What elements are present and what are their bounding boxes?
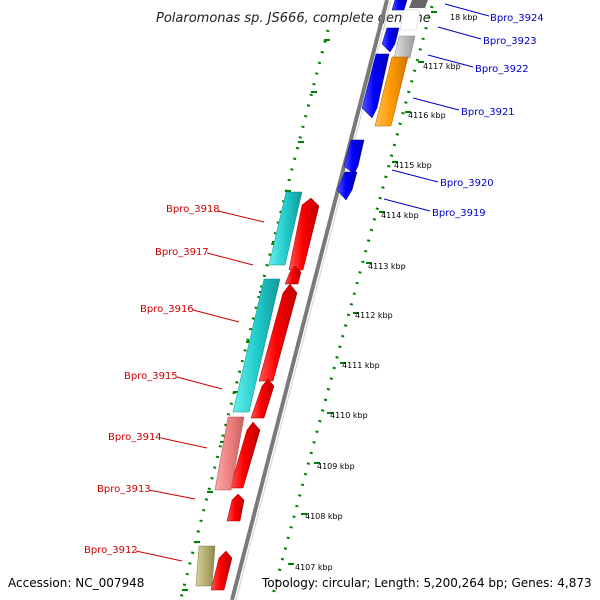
gene-arrow-bpro-3913[interactable]: [226, 493, 245, 522]
leader-line: [383, 198, 431, 212]
gene-label-bpro-3919[interactable]: Bpro_3919: [432, 208, 486, 219]
accession-text: Accession: NC_007948: [8, 576, 144, 590]
leader-line: [176, 376, 223, 390]
cog-box-bpro-3918[interactable]: [268, 191, 303, 266]
gene-arrow-bpro-3920[interactable]: [343, 139, 365, 175]
minus-strand-genes: [195, 191, 320, 591]
gene-arrow-bpro-3921[interactable]: [361, 53, 390, 119]
tick-label: 4117 kbp: [423, 62, 461, 71]
leader-line: [206, 252, 254, 266]
tick-label: 4113 kbp: [368, 262, 406, 271]
scale-ticks: 4107 kbp 4108 kbp 4109 kbp 4110 kbp 4111…: [288, 11, 478, 572]
gene-label-bpro-3914[interactable]: Bpro_3914: [108, 432, 162, 443]
cog-box-bpro-3914[interactable]: [214, 416, 245, 491]
gene-label-bpro-3917[interactable]: Bpro_3917: [155, 247, 209, 258]
gene-arrow-bpro-3915[interactable]: [250, 378, 275, 419]
gene-arrow-bpro-3923[interactable]: [381, 27, 400, 53]
gene-label-bpro-3920[interactable]: Bpro_3920: [440, 178, 494, 189]
tick-label: 4108 kbp: [305, 512, 343, 521]
cog-box-bpro-3924[interactable]: [409, 0, 428, 8]
leader-line: [217, 210, 265, 223]
gene-label-bpro-3921[interactable]: Bpro_3921: [461, 107, 515, 118]
gene-label-bpro-3924[interactable]: Bpro_3924: [490, 13, 544, 24]
leader-line: [444, 3, 490, 17]
gene-label-bpro-3915[interactable]: Bpro_3915: [124, 371, 178, 382]
cog-box-bpro-3921[interactable]: [374, 56, 409, 127]
gene-arrow-bpro-3918[interactable]: [288, 197, 320, 271]
tick-label: 4116 kbp: [408, 111, 446, 120]
gene-label-bpro-3916[interactable]: Bpro_3916: [140, 304, 194, 315]
tick-label: 4109 kbp: [317, 462, 355, 471]
right-gene-labels: Bpro_3924 Bpro_3923 Bpro_3922 Bpro_3921 …: [383, 3, 544, 219]
gene-arrow-bpro-3917[interactable]: [284, 265, 302, 285]
gene-arrow-bpro-3924[interactable]: [391, 0, 408, 11]
tick-label: 4111 kbp: [342, 361, 380, 370]
leader-line: [135, 550, 183, 562]
leader-line: [148, 489, 196, 500]
tick-label: 4110 kbp: [330, 411, 368, 420]
left-gene-labels: Bpro_3918 Bpro_3917 Bpro_3916 Bpro_3915 …: [84, 204, 265, 562]
leader-line: [412, 97, 460, 111]
leader-line: [437, 26, 482, 40]
cog-box-bpro-3922[interactable]: [393, 35, 416, 59]
gene-arrow-bpro-3919[interactable]: [336, 171, 358, 201]
gene-label-bpro-3918[interactable]: Bpro_3918: [166, 204, 220, 215]
tick-label: 4114 kbp: [381, 211, 419, 220]
leader-line: [192, 309, 240, 323]
topology-text: Topology: circular; Length: 5,200,264 bp…: [261, 576, 592, 590]
genome-title: Polaromonas sp. JS666, complete genome: [156, 11, 431, 26]
gene-label-bpro-3923[interactable]: Bpro_3923: [483, 36, 537, 47]
cog-box-bpro-3923[interactable]: [399, 9, 421, 31]
genome-backbone: [230, 0, 389, 600]
tick-label: 4107 kbp: [295, 563, 333, 572]
plus-strand-genes: [336, 0, 428, 201]
tick-label: 18 kbp: [450, 13, 478, 22]
leader-line: [391, 169, 439, 183]
tick-label: 4112 kbp: [355, 311, 393, 320]
gene-arrow-bpro-3916[interactable]: [258, 283, 298, 382]
gene-label-bpro-3922[interactable]: Bpro_3922: [475, 64, 529, 75]
gene-label-bpro-3913[interactable]: Bpro_3913: [97, 484, 151, 495]
leader-line: [427, 54, 474, 68]
gene-label-bpro-3912[interactable]: Bpro_3912: [84, 545, 138, 556]
cog-box-bpro-3916[interactable]: [232, 278, 281, 413]
leader-line: [160, 437, 208, 449]
cog-box-bpro-3912[interactable]: [195, 545, 216, 587]
right-dotted-track: [270, 5, 434, 599]
tick-label: 4115 kbp: [394, 161, 432, 170]
